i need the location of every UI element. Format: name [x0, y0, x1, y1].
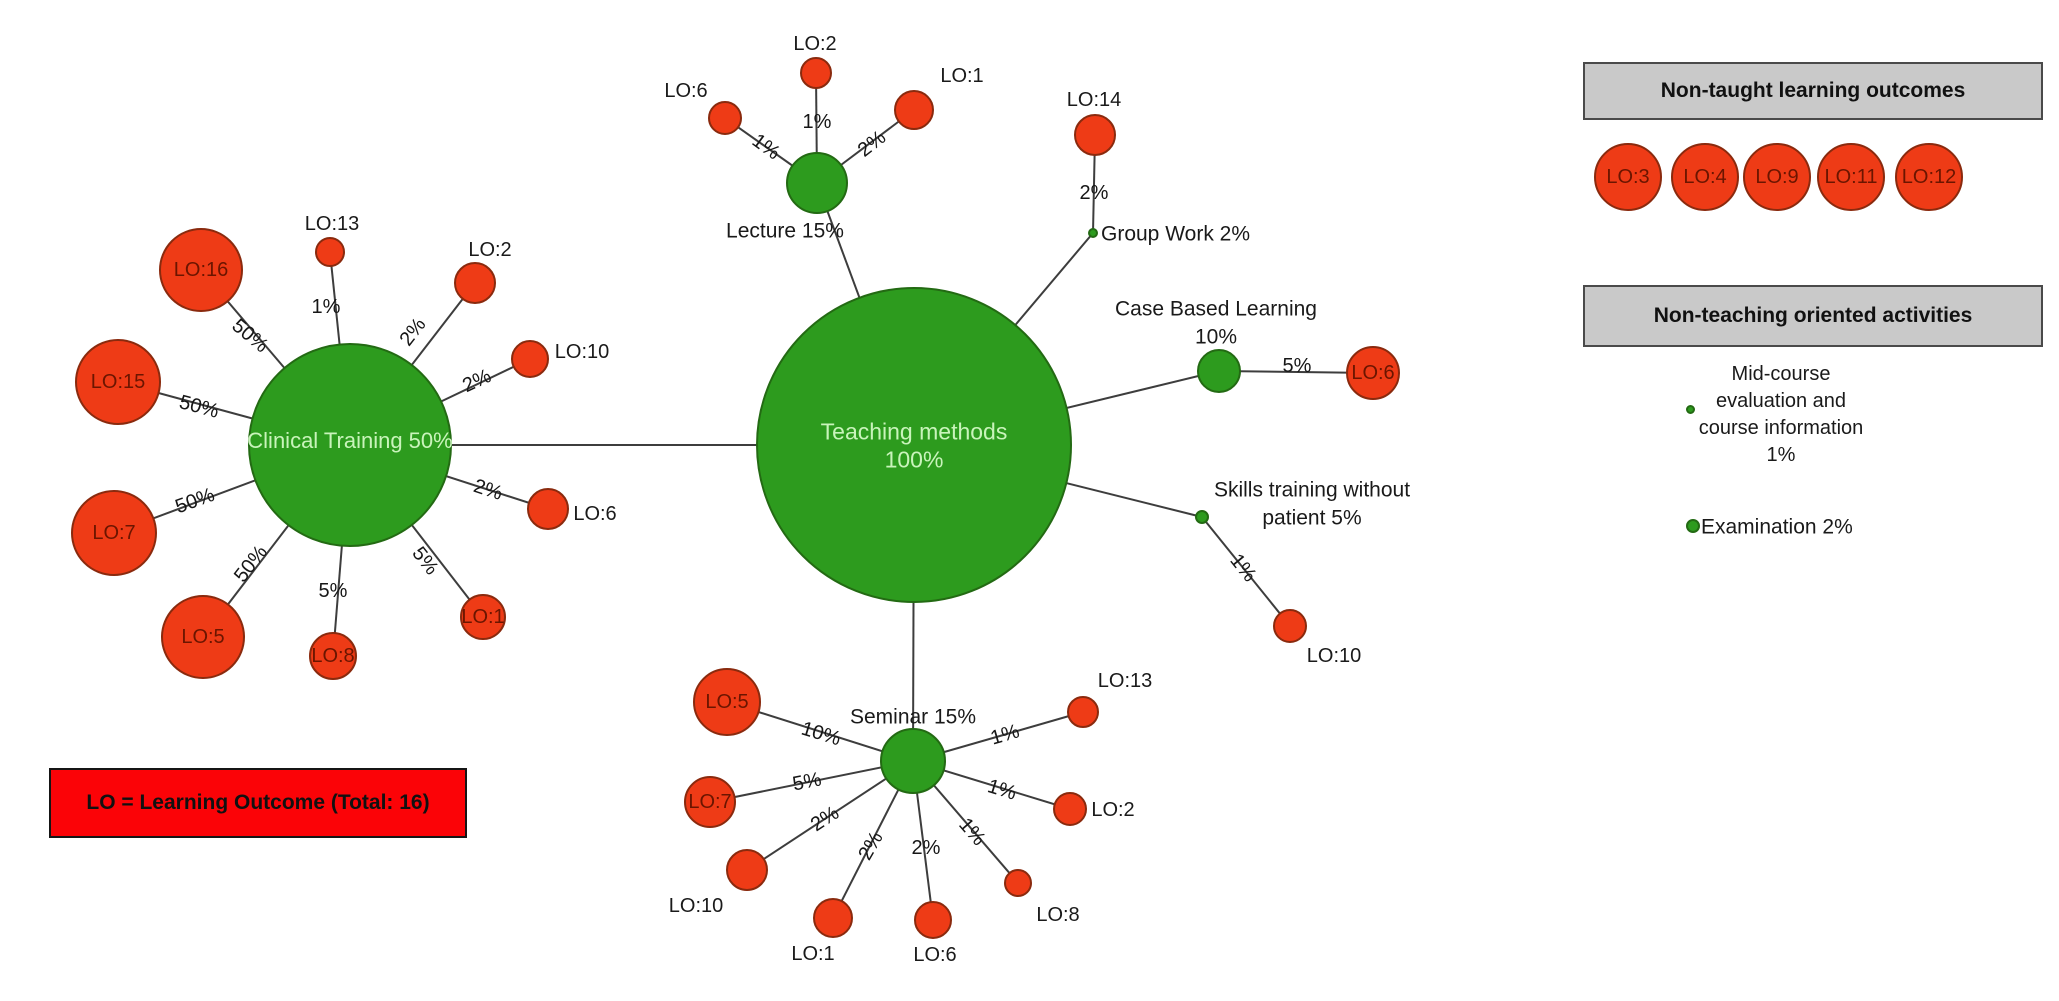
node-seminar-lo8 — [1004, 869, 1032, 897]
header-non-taught-label: Non-taught learning outcomes — [1660, 79, 1966, 102]
pct-clinical-lo13: 1% — [311, 296, 341, 318]
node-teaching-methods — [756, 287, 1072, 603]
label-nontaught-lo12: LO:12 — [1901, 166, 1957, 188]
label-clinical-lo8: LO:8 — [311, 645, 355, 667]
node-seminar-lo7 — [684, 776, 736, 828]
label-seminar-lo2: LO:2 — [1091, 799, 1135, 821]
label-clinical-lo7: LO:7 — [92, 522, 136, 544]
label-seminar-lo13: LO:13 — [1097, 670, 1153, 692]
node-seminar-lo6 — [914, 901, 952, 939]
node-lecture-lo6 — [708, 101, 742, 135]
label-lecture-lo2: LO:2 — [793, 33, 837, 55]
label-lecture-lo6: LO:6 — [664, 80, 708, 102]
label-seminar-lo1: LO:1 — [791, 943, 835, 965]
label-seminar-lo7: LO:7 — [688, 791, 732, 813]
label-clinical-lo13: LO:13 — [304, 213, 360, 235]
label-seminar-lo8: LO:8 — [1036, 904, 1080, 926]
label-cbl-lo6: LO:6 — [1351, 362, 1395, 384]
node-clinical-lo13 — [315, 237, 345, 267]
edge-skills-lo10 — [1201, 516, 1291, 627]
node-skills-training — [1195, 510, 1209, 524]
node-nontaught-lo4 — [1671, 143, 1739, 211]
node-groupwork-lo14 — [1074, 114, 1116, 156]
node-lecture-lo1 — [894, 90, 934, 130]
label-seminar-lo10: LO:10 — [668, 895, 724, 917]
node-clinical-lo15 — [75, 339, 161, 425]
header-non-taught: Non-taught learning outcomes — [1583, 62, 2043, 120]
node-group-work — [1088, 228, 1098, 238]
node-seminar-lo5 — [693, 668, 761, 736]
label-clinical-lo2: LO:2 — [468, 239, 512, 261]
node-nontaught-lo9 — [1743, 143, 1811, 211]
label-clinical-title: Clinical Training 50% — [247, 427, 453, 453]
label-skills-title-line1: Skills training without — [1213, 478, 1411, 502]
label-clinical-lo1: LO:1 — [461, 606, 505, 628]
label-clinical-lo5: LO:5 — [181, 626, 225, 648]
pct-clinical-lo8: 5% — [318, 580, 348, 602]
legend-label: LO = Learning Outcome (Total: 16) — [86, 791, 430, 814]
node-clinical-lo6 — [527, 488, 569, 530]
label-midcourse-line1: Mid-course — [1731, 363, 1831, 385]
label-clinical-lo16: LO:16 — [173, 259, 229, 281]
label-lecture-lo1: LO:1 — [940, 65, 984, 87]
node-clinical-lo2 — [454, 262, 496, 304]
node-clinical-lo5 — [161, 595, 245, 679]
label-midcourse-line3: course information — [1698, 417, 1864, 439]
node-nontaught-lo3 — [1594, 143, 1662, 211]
legend-box: LO = Learning Outcome (Total: 16) — [49, 768, 467, 838]
label-teaching-line2: 100% — [884, 446, 944, 473]
node-examination-dot — [1686, 519, 1700, 533]
node-cbl-lo6 — [1346, 346, 1400, 400]
node-clinical-lo10 — [511, 340, 549, 378]
node-midcourse-dot — [1686, 405, 1695, 414]
label-cbl-title-line2: 10% — [1194, 325, 1238, 349]
pct-seminar-lo6: 2% — [911, 837, 941, 859]
node-seminar-lo2 — [1053, 792, 1087, 826]
label-groupwork-lo14: LO:14 — [1066, 89, 1122, 111]
node-lecture — [786, 152, 848, 214]
edge-seminar-lo7 — [709, 760, 914, 803]
node-seminar-lo1 — [813, 898, 853, 938]
node-clinical-training — [248, 343, 452, 547]
label-groupwork-title: Group Work 2% — [1101, 222, 1250, 246]
node-skills-lo10 — [1273, 609, 1307, 643]
node-nontaught-lo12 — [1895, 143, 1963, 211]
label-cbl-title-line1: Case Based Learning — [1115, 297, 1317, 321]
pct-groupwork-lo14: 2% — [1079, 182, 1109, 204]
label-nontaught-lo4: LO:4 — [1683, 166, 1727, 188]
label-midcourse-line2: evaluation and — [1715, 390, 1847, 412]
label-midcourse-line4: 1% — [1766, 444, 1796, 466]
label-seminar-title: Seminar 15% — [849, 705, 977, 729]
pct-cbl-lo6: 5% — [1282, 355, 1312, 377]
header-non-teaching-label: Non-teaching oriented activities — [1653, 304, 1973, 327]
label-nontaught-lo9: LO:9 — [1755, 166, 1799, 188]
header-non-teaching: Non-teaching oriented activities — [1583, 285, 2043, 347]
node-lecture-lo2 — [800, 57, 832, 89]
label-lecture-title: Lecture 15% — [726, 219, 844, 243]
label-clinical-lo6: LO:6 — [573, 503, 617, 525]
pct-lecture-lo2: 1% — [802, 111, 832, 133]
node-case-based-learning — [1197, 349, 1241, 393]
label-clinical-lo10: LO:10 — [554, 341, 610, 363]
label-seminar-lo5: LO:5 — [705, 691, 749, 713]
label-seminar-lo6: LO:6 — [913, 944, 957, 966]
node-clinical-lo8 — [309, 632, 357, 680]
label-nontaught-lo11: LO:11 — [1824, 166, 1878, 188]
label-clinical-lo15: LO:15 — [90, 371, 146, 393]
node-clinical-lo1 — [460, 594, 506, 640]
node-clinical-lo16 — [159, 228, 243, 312]
node-seminar-lo13 — [1067, 696, 1099, 728]
label-nontaught-lo3: LO:3 — [1606, 166, 1650, 188]
node-seminar-lo10 — [726, 849, 768, 891]
label-skills-title-line2: patient 5% — [1262, 506, 1362, 530]
node-clinical-lo7 — [71, 490, 157, 576]
label-examination: Examination 2% — [1701, 515, 1853, 539]
label-skills-lo10: LO:10 — [1306, 645, 1362, 667]
node-seminar — [880, 728, 946, 794]
node-nontaught-lo11 — [1817, 143, 1885, 211]
label-teaching-line1: Teaching methods — [820, 418, 1008, 445]
